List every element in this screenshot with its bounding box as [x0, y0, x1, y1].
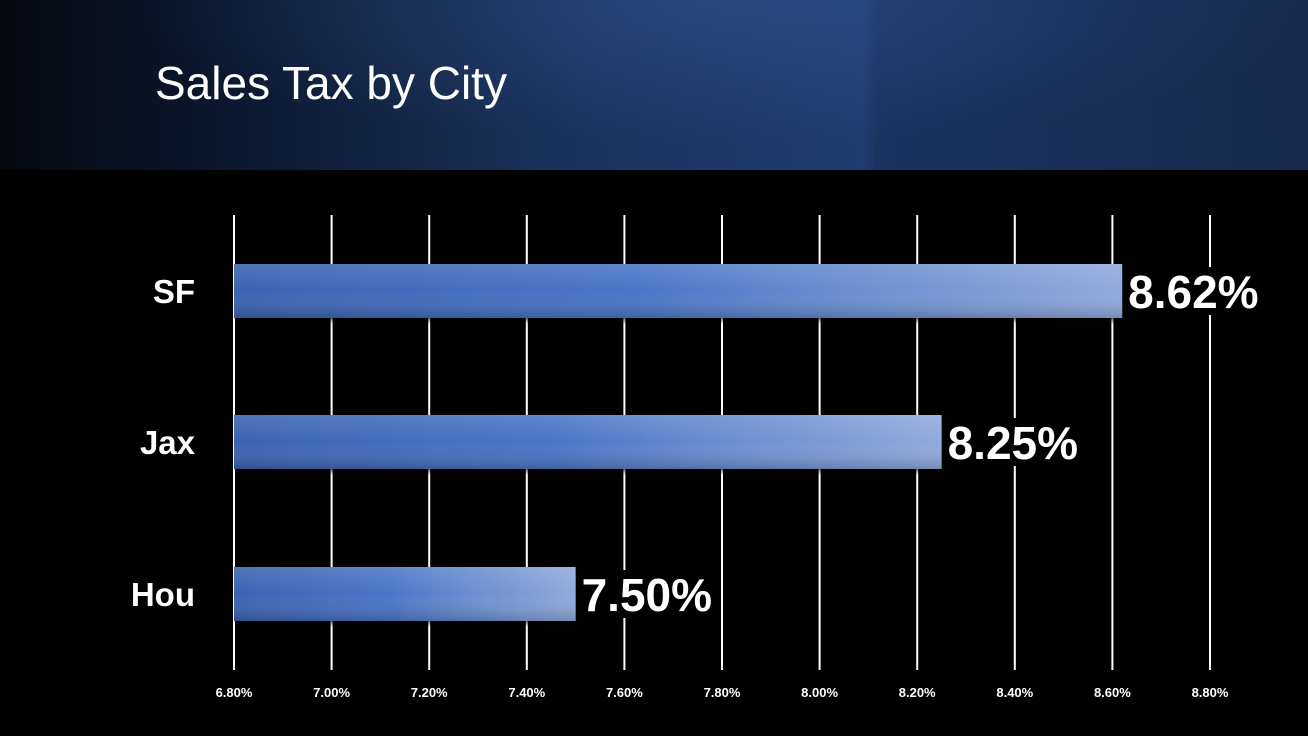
- bar-hou: [234, 567, 576, 621]
- x-tick-label: 7.60%: [606, 685, 643, 700]
- bar-sheen: [234, 415, 942, 469]
- x-tick-label: 8.20%: [899, 685, 936, 700]
- x-tick-label: 7.00%: [313, 685, 350, 700]
- data-label: 8.25%: [948, 417, 1078, 469]
- data-labels: 8.62% 8.25% 7.50%: [577, 266, 1265, 621]
- category-labels: SF Jax Hou: [131, 273, 196, 613]
- bar-sf: [234, 264, 1123, 318]
- category-label: Hou: [131, 576, 195, 613]
- category-label: Jax: [140, 424, 196, 461]
- data-label: 7.50%: [582, 569, 712, 621]
- category-label: SF: [153, 273, 195, 310]
- x-tick-label: 8.40%: [996, 685, 1033, 700]
- data-label-backing: [1124, 267, 1265, 315]
- x-tick-label: 6.80%: [216, 685, 253, 700]
- x-tick-label: 7.80%: [704, 685, 741, 700]
- x-tick-label: 8.80%: [1192, 685, 1229, 700]
- bar-sheen: [234, 264, 1123, 318]
- x-tick-label: 7.20%: [411, 685, 448, 700]
- bar-sheen: [234, 567, 576, 621]
- x-tick-label: 8.60%: [1094, 685, 1131, 700]
- data-label-backing: [943, 418, 1084, 466]
- title-band-shine: [0, 0, 1308, 170]
- slide-title: Sales Tax by City: [155, 57, 507, 109]
- data-label: 8.62%: [1128, 266, 1258, 318]
- bars: [234, 264, 1123, 621]
- x-axis-ticks: 6.80% 7.00% 7.20% 7.40% 7.60% 7.80% 8.00% 8.20%…: [216, 685, 1229, 700]
- x-tick-label: 8.00%: [801, 685, 838, 700]
- x-tick-label: 7.40%: [508, 685, 545, 700]
- title-band: [0, 0, 1308, 170]
- bar-jax: [234, 415, 942, 469]
- data-label-backing: [577, 570, 718, 618]
